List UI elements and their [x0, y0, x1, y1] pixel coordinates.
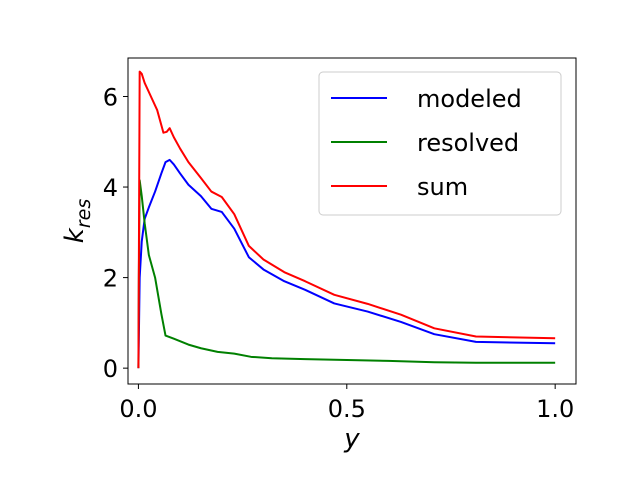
series-layer: [137, 70, 556, 369]
series-line-sum: [137, 70, 556, 369]
series-line-modeled: [137, 158, 556, 369]
y-tick-label: 6: [103, 83, 118, 111]
y-tick-label: 0: [103, 355, 118, 383]
tick-layer: 0.0 0.5 1.0 0 2 4 6: [103, 83, 575, 423]
y-tick-label: 4: [103, 174, 118, 202]
x-tick-label: 0.5: [328, 395, 366, 423]
series-line-resolved: [137, 179, 556, 369]
y-tick-label: 2: [103, 265, 118, 293]
x-tick-label: 1.0: [536, 395, 574, 423]
legend-box: [318, 71, 562, 216]
legend: modeled resolved sum: [318, 71, 562, 216]
x-axis-title: y: [343, 424, 360, 454]
plot-frame: [127, 57, 577, 385]
legend-label-sum: sum: [417, 173, 468, 201]
legend-label-resolved: resolved: [417, 129, 519, 157]
y-axis-title: kres: [60, 199, 95, 244]
x-tick-label: 0.0: [119, 395, 157, 423]
y-axis-title-main: k: [60, 227, 90, 243]
legend-label-modeled: modeled: [417, 85, 522, 113]
y-axis-title-subscript: res: [73, 199, 95, 229]
